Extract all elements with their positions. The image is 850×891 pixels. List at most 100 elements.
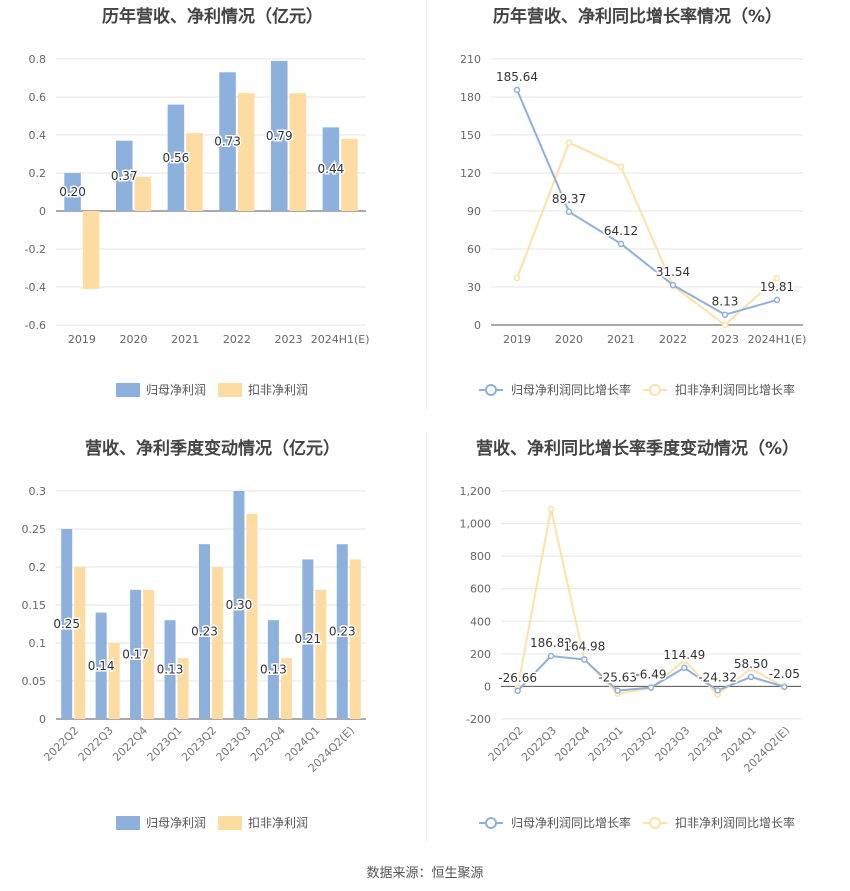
data-label: -6.49 xyxy=(635,667,666,681)
point-net-growth xyxy=(681,664,688,672)
chart-svg: 0 0.05 0.1 0.15 0.2 0.25 0.3 2022Q22022Q32022Q4… xyxy=(22,485,366,830)
bar-net-profit xyxy=(164,620,176,719)
bar-deducted-profit xyxy=(341,138,358,211)
x-tick-label: 2021 xyxy=(171,333,199,346)
legend-label: 扣非净利润 xyxy=(248,816,308,830)
x-tick-label: 2022Q3 xyxy=(76,724,116,764)
data-label: 186.82 xyxy=(530,636,572,650)
chart-quarterly-profit: 营收、净利季度变动情况（亿元） 0 0.05 0.1 0.15 0.2 0.25 0.3 20… xyxy=(0,432,425,852)
legend-marker xyxy=(485,817,497,829)
bar-deducted-profit xyxy=(315,589,327,719)
x-tick-label: 2022Q4 xyxy=(110,724,150,764)
legend-swatch xyxy=(218,816,242,830)
x-tick-label: 2023Q1 xyxy=(586,724,626,764)
y-tick-label: 1,200 xyxy=(460,485,492,498)
point-net-growth xyxy=(565,208,573,216)
bar-deducted-profit xyxy=(246,513,258,719)
data-label: -2.05 xyxy=(769,667,800,681)
legend-marker xyxy=(649,384,661,396)
y-tick-label: 0.15 xyxy=(22,599,47,612)
x-tick-label: 2023Q3 xyxy=(652,724,692,764)
x-tick-label: 2024H1(E) xyxy=(748,333,807,346)
x-tick-label: 2022Q2 xyxy=(41,724,81,764)
chart-title: 历年营收、净利同比增长率情况（%） xyxy=(492,7,783,27)
point-deducted-growth xyxy=(513,274,521,282)
bar-net-profit xyxy=(198,544,210,719)
data-label: 0.25 xyxy=(53,617,80,631)
point-deducted-growth xyxy=(773,274,781,282)
x-tick-label: 2019 xyxy=(503,333,531,346)
y-tick-label: 0.3 xyxy=(29,485,47,498)
bar-net-profit xyxy=(219,72,236,211)
y-tick-label: 600 xyxy=(470,583,491,596)
x-tick-label: 2023Q1 xyxy=(145,724,185,764)
bar-deducted-profit xyxy=(177,658,189,719)
data-label: 8.13 xyxy=(712,295,739,309)
x-tick-label: 2019 xyxy=(68,333,96,346)
data-source: 数据来源：恒生聚源 xyxy=(366,866,484,881)
y-tick-label: 0.4 xyxy=(29,129,47,142)
y-tick-label: 0 xyxy=(39,713,46,726)
data-label: -25.63 xyxy=(598,671,637,685)
point-net-growth xyxy=(547,652,555,660)
bar-deducted-profit xyxy=(280,658,292,719)
data-label: 0.21 xyxy=(294,632,321,646)
chart-quarterly-growth: 营收、净利同比增长率季度变动情况（%） -200 0 200 400 600 800 1,0… xyxy=(425,432,850,852)
y-tick-label: 0.2 xyxy=(29,561,47,574)
x-tick-label: 2021 xyxy=(607,333,635,346)
legend-swatch xyxy=(116,383,140,397)
y-tick-label: 60 xyxy=(467,243,481,256)
chart-svg: -0.6 -0.4 -0.2 0 0.2 0.4 0.6 0.8 2019 2020 2021 202… xyxy=(25,53,370,397)
y-tick-label: 0.6 xyxy=(29,91,47,104)
x-tick-label: 2023Q3 xyxy=(214,724,254,764)
data-label: 0.73 xyxy=(214,135,241,149)
point-net-growth xyxy=(614,687,621,694)
data-label: 89.37 xyxy=(552,192,586,206)
x-tick-label: 2022Q2 xyxy=(486,724,526,764)
data-label: 64.12 xyxy=(604,224,638,238)
point-net-growth xyxy=(781,683,788,691)
chart-title: 营收、净利季度变动情况（亿元） xyxy=(85,439,340,459)
chart-annual-profit: 历年营收、净利情况（亿元） -0.6 -0.4 -0.2 0 0.2 0.4 0.6 0.8 2… xyxy=(0,0,425,410)
y-tick-label: 0 xyxy=(484,680,491,693)
point-deducted-growth xyxy=(747,665,755,672)
y-tick-label: 0.1 xyxy=(29,637,47,650)
y-tick-label: 400 xyxy=(470,615,491,628)
x-tick-label: 2024H1(E) xyxy=(311,333,370,346)
y-tick-label: -0.4 xyxy=(25,281,46,294)
data-label: 0.56 xyxy=(163,151,190,165)
bar-deducted-profit xyxy=(143,589,155,719)
y-tick-label: 0 xyxy=(474,319,481,332)
point-net-growth xyxy=(747,673,755,681)
point-net-growth xyxy=(773,296,781,304)
y-tick-label: -0.6 xyxy=(25,319,46,332)
data-label: -26.66 xyxy=(498,671,537,685)
y-tick-label: 0.25 xyxy=(22,523,47,536)
x-tick-label: 2023Q2 xyxy=(619,724,659,764)
chart-title: 营收、净利同比增长率季度变动情况（%） xyxy=(475,439,800,459)
y-tick-label: 0.8 xyxy=(29,53,47,66)
y-tick-label: 200 xyxy=(470,648,491,661)
point-deducted-growth xyxy=(547,505,555,513)
x-tick-label: 2023Q4 xyxy=(248,724,288,764)
point-net-growth xyxy=(714,687,721,694)
data-label: 0.20 xyxy=(59,185,86,199)
x-tick-label: 2022 xyxy=(223,333,251,346)
y-tick-label: -0.2 xyxy=(25,243,46,256)
data-label: 0.44 xyxy=(318,162,345,176)
data-label: 0.37 xyxy=(111,169,138,183)
point-net-growth xyxy=(721,311,729,318)
bar-net-profit xyxy=(270,60,288,212)
data-label: 114.49 xyxy=(663,648,705,662)
point-net-growth xyxy=(669,281,677,289)
legend-label: 扣非净利润 xyxy=(248,383,308,397)
chart-svg: 0 30 60 90 120 150 180 210 2019 2020 2021 2022 2023 2… xyxy=(460,53,807,397)
y-tick-label: 90 xyxy=(467,205,481,218)
x-tick-label: 2023 xyxy=(711,333,739,346)
bar-deducted-profit xyxy=(134,176,152,211)
bar-deducted-profit xyxy=(108,643,120,719)
data-label: 31.54 xyxy=(656,265,690,279)
bar-net-profit xyxy=(167,104,185,211)
data-label: 0.23 xyxy=(191,625,218,639)
data-label: 0.13 xyxy=(260,663,287,677)
